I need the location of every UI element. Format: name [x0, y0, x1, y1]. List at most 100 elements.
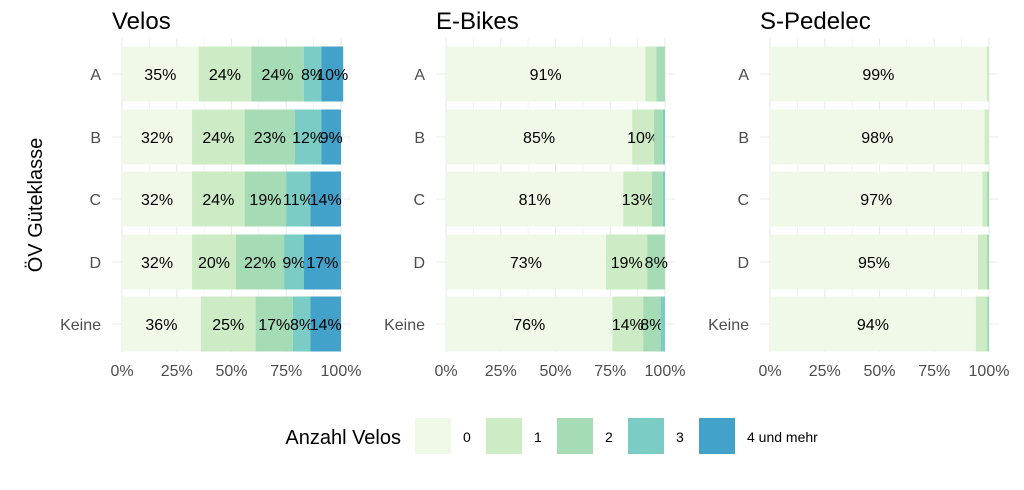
legend-items: 0 1 2 3 4 und mehr	[415, 418, 818, 454]
x-tick-label: 75%	[594, 363, 626, 380]
x-tick-label: 0%	[758, 363, 781, 380]
y-tick-label: Keine	[60, 317, 101, 334]
x-tick-label: 25%	[161, 363, 193, 380]
bar-segment	[321, 109, 341, 165]
bar-segment	[255, 296, 293, 352]
bar-segment	[303, 46, 322, 102]
data-label: 73%	[510, 255, 542, 272]
legend-item: 2	[557, 418, 613, 454]
y-axis-title: ÖV Güteklasse	[25, 138, 47, 273]
bar-segment	[986, 171, 989, 227]
bar-segment	[770, 109, 985, 165]
data-label: 24%	[202, 130, 234, 147]
bar-segment	[446, 296, 613, 352]
y-tick-label: D	[413, 255, 425, 272]
data-label: 8%	[301, 67, 324, 84]
bar-segment	[605, 234, 648, 290]
bar-segment	[770, 296, 976, 352]
data-label: 32%	[141, 130, 173, 147]
y-tick-label: A	[90, 67, 101, 84]
data-label: 22%	[244, 255, 276, 272]
data-label: 14%	[612, 317, 644, 334]
data-label: 32%	[141, 255, 173, 272]
bar-segment	[446, 109, 633, 165]
legend-label: 4 und mehr	[747, 429, 818, 445]
bar-segment	[662, 171, 665, 227]
data-label: 24%	[202, 192, 234, 209]
data-label: 19%	[249, 192, 281, 209]
bar-segment	[192, 109, 245, 165]
bar-segment	[303, 234, 341, 290]
bar-segment	[632, 109, 655, 165]
bar-segment	[645, 46, 657, 102]
bar-segment	[662, 109, 665, 165]
data-label: 24%	[261, 67, 293, 84]
bar-segment	[310, 296, 341, 352]
bar-segment	[647, 234, 665, 290]
data-label: 94%	[857, 317, 889, 334]
bar-segment	[770, 171, 983, 227]
data-label: 10%	[627, 130, 659, 147]
data-label: 99%	[862, 67, 894, 84]
data-label: 14%	[310, 192, 342, 209]
y-tick-label: D	[89, 255, 101, 272]
bar-segment	[244, 109, 296, 165]
data-label: 19%	[611, 255, 643, 272]
data-label: 76%	[513, 317, 545, 334]
legend-key	[415, 418, 451, 454]
bar-segment	[122, 109, 193, 165]
data-label: 36%	[145, 317, 177, 334]
bar-segment	[660, 296, 665, 352]
x-tick-label: 50%	[539, 363, 571, 380]
bar-segment	[643, 296, 661, 352]
bar-segment	[284, 234, 304, 290]
legend-label: 1	[534, 429, 542, 445]
panel-s-pedelec: S-Pedelec 99% A 98% B 97% C 95% D 94% Keine 0% 25% 50…	[708, 8, 1009, 380]
bar-segment	[770, 46, 987, 102]
bar-segment	[286, 171, 311, 227]
legend-key	[628, 418, 664, 454]
legend-label: 0	[463, 429, 471, 445]
bar-segment	[122, 296, 201, 352]
legend-label: 3	[676, 429, 684, 445]
legend-item: 4 und mehr	[699, 418, 818, 454]
y-tick-label: Keine	[708, 317, 749, 334]
data-label: 8%	[645, 255, 668, 272]
data-label: 25%	[212, 317, 244, 334]
bar-segment	[295, 109, 322, 165]
data-label: 8%	[640, 317, 663, 334]
data-label: 91%	[530, 67, 562, 84]
data-label: 11%	[283, 192, 314, 209]
bar-segment	[310, 171, 341, 227]
bar-segment	[656, 46, 665, 102]
data-label: 9%	[320, 130, 343, 147]
x-tick-label: 100%	[321, 363, 362, 380]
panel-title: Velos	[112, 8, 171, 35]
data-label: 14%	[310, 317, 342, 334]
x-tick-label: 100%	[969, 363, 1010, 380]
data-label: 95%	[858, 255, 890, 272]
bar-segment	[122, 46, 199, 102]
data-label: 81%	[519, 192, 551, 209]
bar-segment	[986, 234, 989, 290]
legend-item: 3	[628, 418, 684, 454]
panel-title: E-Bikes	[436, 8, 519, 35]
bar-segment	[654, 109, 663, 165]
x-tick-label: 100%	[645, 363, 686, 380]
x-tick-label: 0%	[434, 363, 457, 380]
data-label: 9%	[282, 255, 305, 272]
legend-key	[699, 418, 735, 454]
x-tick-label: 75%	[270, 363, 302, 380]
bar-segment	[235, 234, 285, 290]
data-label: 13%	[622, 192, 654, 209]
data-label: 97%	[860, 192, 892, 209]
x-tick-label: 0%	[110, 363, 133, 380]
bar-segment	[251, 46, 304, 102]
legend-title: Anzahl Velos	[285, 427, 401, 449]
bar-segment	[198, 46, 252, 102]
bar-segment	[192, 171, 245, 227]
y-tick-label: D	[737, 255, 749, 272]
